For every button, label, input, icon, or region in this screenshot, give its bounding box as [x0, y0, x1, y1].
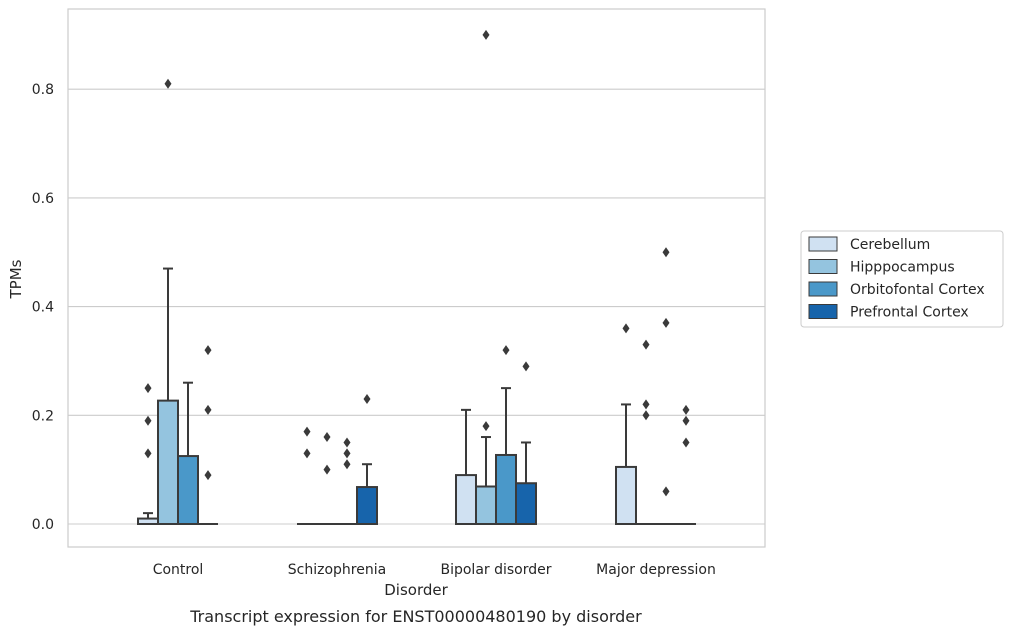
x-tick-label: Bipolar disorder [440, 562, 551, 578]
x-tick-label: Schizophrenia [288, 562, 386, 578]
x-tick-label: Major depression [596, 562, 716, 578]
outlier-point [363, 393, 371, 404]
box-orbitofontal-cortex-2 [337, 437, 357, 525]
box-cerebellum-2 [297, 426, 317, 525]
outlier-point [662, 486, 670, 497]
box-cerebellum-4 [615, 323, 637, 525]
outlier-point [204, 470, 212, 481]
legend-label: Cerebellum [850, 237, 930, 253]
box-body [157, 399, 179, 525]
box-body [495, 453, 517, 525]
legend-swatch [808, 304, 838, 319]
outlier-point [323, 432, 331, 443]
box-hipppocampus-3 [475, 29, 497, 526]
box-hipppocampus-2 [317, 432, 337, 525]
legend-swatch [808, 281, 838, 297]
outlier-point [343, 459, 351, 470]
legend-swatch [808, 259, 838, 274]
plot-frame [67, 8, 766, 548]
outlier-point [502, 345, 510, 356]
boxes [137, 29, 696, 526]
y-tick-label: 0.2 [32, 408, 54, 424]
y-axis-label: TPMs [7, 259, 25, 299]
outlier-point [682, 404, 690, 415]
y-tick-label: 0.4 [32, 300, 54, 316]
outlier-point [343, 448, 351, 459]
box-cerebellum-1 [137, 383, 159, 526]
outlier-point [482, 29, 490, 40]
legend: Cerebellum Hipppocampus Orbitofontal Corte… [800, 230, 1004, 328]
outlier-point [343, 437, 351, 448]
legend-items: Cerebellum Hipppocampus Orbitofontal Corte… [808, 236, 985, 321]
outlier-point [642, 410, 650, 421]
y-tick-label: 0.0 [32, 517, 54, 533]
box-orbitofontal-cortex-1 [177, 381, 199, 525]
outlier-point [642, 399, 650, 410]
box-cerebellum-3 [455, 408, 477, 525]
legend-label: Prefrontal Cortex [850, 305, 969, 321]
outlier-point [522, 361, 530, 372]
box-body [615, 465, 637, 525]
outlier-point [682, 415, 690, 426]
outlier-point [204, 404, 212, 415]
box-body [177, 455, 199, 525]
outlier-point [303, 426, 311, 437]
box-body [356, 486, 378, 525]
outlier-point [323, 464, 331, 475]
outlier-point [144, 383, 152, 394]
y-tick-label: 0.8 [32, 82, 54, 98]
box-hipppocampus-1 [157, 78, 179, 525]
y-tick-label: 0.6 [32, 191, 54, 207]
x-tick-labels: Control Schizophrenia Bipolar disorder Majo… [153, 562, 716, 578]
box-prefrontal-cortex-1 [198, 345, 218, 525]
chart-caption: Transcript expression for ENST0000048019… [189, 607, 642, 626]
legend-swatch [808, 236, 838, 252]
box-hipppocampus-4 [636, 339, 656, 525]
legend-label: Hipppocampus [850, 260, 955, 276]
box-body [515, 482, 537, 525]
outlier-point [144, 415, 152, 426]
outlier-point [482, 421, 490, 432]
legend-label: Orbitofontal Cortex [850, 282, 985, 298]
box-orbitofontal-cortex-3 [495, 345, 517, 525]
outlier-point [303, 448, 311, 459]
box-prefrontal-cortex-3 [515, 361, 537, 525]
outlier-point [622, 323, 630, 334]
outlier-point [682, 437, 690, 448]
outlier-point [164, 78, 172, 89]
x-axis-label: Disorder [384, 581, 448, 599]
box-orbitofontal-cortex-4 [656, 247, 676, 525]
outlier-point [662, 247, 670, 258]
x-tick-label: Control [153, 562, 204, 578]
outlier-point [144, 448, 152, 459]
outlier-point [642, 339, 650, 350]
box-body [475, 485, 497, 526]
outlier-point [204, 345, 212, 356]
y-tick-labels: 0.0 0.2 0.4 0.6 0.8 [32, 82, 54, 533]
outlier-point [662, 317, 670, 328]
box-body [455, 474, 477, 525]
box-prefrontal-cortex-4 [676, 404, 696, 525]
box-prefrontal-cortex-2 [356, 393, 378, 525]
legend-frame [800, 230, 1004, 328]
